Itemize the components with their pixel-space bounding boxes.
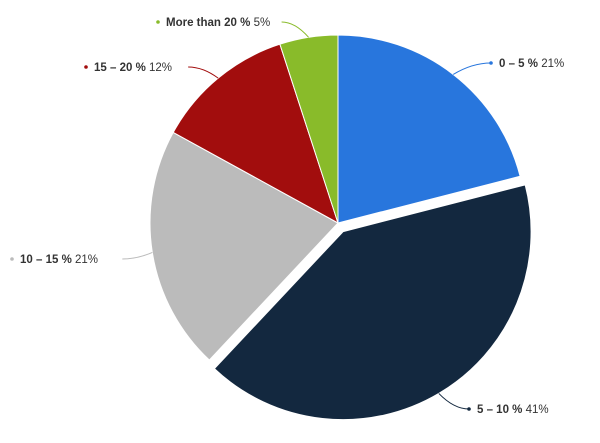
data-label-more-than-20: More than 20 % 5% [166,17,270,29]
data-label-category: More than 20 % [166,17,254,29]
data-label-5-10: 5 – 10 % 41% [477,404,549,416]
data-label-value: 12% [149,62,172,74]
bullet-15-20 [84,65,88,69]
leader-10-15 [122,251,153,260]
leader-0-5 [452,62,492,75]
bullet-10-15 [10,257,14,261]
slice-more-than-20[interactable] [279,34,339,224]
data-label-0-5: 0 – 5 % 21% [499,58,564,70]
data-label-value: 5% [254,17,271,29]
data-labels: 0 – 5 % 21% 5 – 10 % 41% 10 – 15 % 21% 15 –… [10,17,564,416]
data-label-value: 21% [75,254,98,266]
bullet-5-10 [467,407,471,411]
bullet-0-5 [489,61,493,65]
data-label-10-15: 10 – 15 % 21% [20,254,98,266]
data-label-category: 5 – 10 % [477,404,526,416]
data-label-value: 21% [541,58,564,70]
slice-5-10[interactable] [213,184,532,421]
data-label-value: 41% [526,404,549,416]
data-label-category: 15 – 20 % [94,62,149,74]
data-label-15-20: 15 – 20 % 12% [94,62,172,74]
leader-lines [122,21,492,410]
leader-15-20 [188,66,219,79]
leader-5-10 [438,393,470,410]
data-label-category: 10 – 15 % [20,254,75,266]
bullet-more-than-20 [156,20,160,24]
data-label-category: 0 – 5 % [499,58,541,70]
slice-15-20[interactable] [172,43,339,225]
leader-more-than-20 [281,21,309,38]
slices [149,34,532,421]
